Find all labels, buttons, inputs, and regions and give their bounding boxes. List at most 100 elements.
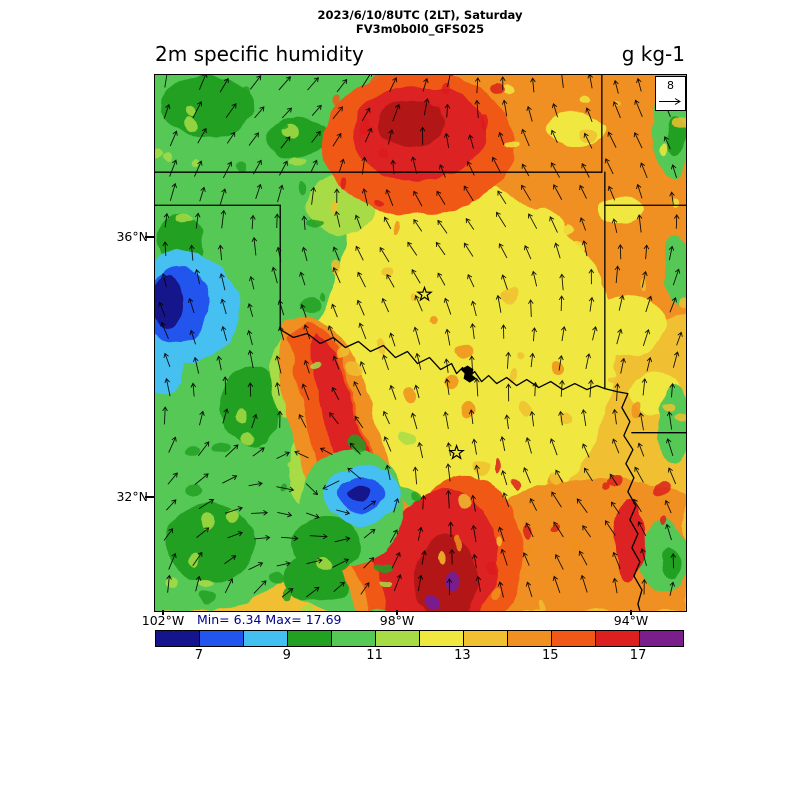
field-speckle: [300, 604, 315, 611]
field-blob: [377, 99, 446, 148]
colorbar: [155, 630, 684, 647]
parameter-title: 2m specific humidity: [155, 42, 364, 66]
field-speckle: [511, 479, 520, 490]
field-speckle: [542, 230, 557, 247]
field-speckle: [579, 93, 590, 102]
field-blob: [417, 533, 478, 611]
colorbar-tick-label: 17: [629, 648, 647, 663]
city-star-marker: [416, 285, 433, 302]
field-speckle: [480, 115, 488, 131]
field-speckle: [637, 277, 645, 293]
field-speckle: [551, 524, 561, 533]
field-speckle: [609, 98, 621, 105]
field-speckle: [155, 148, 165, 158]
field-speckle: [291, 157, 310, 166]
field-speckle: [481, 266, 499, 275]
field-speckle: [376, 338, 385, 354]
field-speckle: [356, 118, 368, 132]
min-max-stats: Min= 6.34 Max= 17.69: [197, 612, 342, 627]
field-speckle: [517, 400, 531, 415]
field-speckle: [659, 141, 668, 158]
field-blob: [267, 117, 328, 158]
field-speckle: [369, 75, 385, 86]
colorbar-segment: [508, 631, 552, 646]
field-blob: [291, 517, 360, 574]
colorbar-tick-label: 7: [194, 648, 204, 663]
map-clip-group: [155, 75, 686, 611]
longitude-label: 98°W: [379, 613, 415, 628]
colorbar-segment: [200, 631, 244, 646]
field-speckle: [380, 150, 391, 160]
city-star-marker: [448, 443, 465, 460]
field-blob: [659, 546, 680, 577]
field-speckle: [335, 347, 351, 361]
field-speckle: [374, 562, 391, 572]
colorbar-segment: [640, 631, 683, 646]
colorbar-segment: [596, 631, 640, 646]
wind-reference-box: 8: [655, 76, 686, 111]
field-speckle: [187, 482, 204, 497]
colorbar-segment: [420, 631, 464, 646]
humidity-field: [155, 75, 686, 611]
colorbar-segment: [552, 631, 596, 646]
field-blob: [597, 195, 642, 224]
field-speckle: [661, 500, 672, 513]
colorbar-tick-label: 9: [282, 648, 291, 663]
colorbar-segment: [464, 631, 508, 646]
field-speckle: [673, 410, 686, 420]
units-label: g kg-1: [621, 42, 685, 66]
field-speckle: [225, 509, 240, 524]
latitude-label: 36°N: [116, 229, 148, 244]
colorbar-segment: [332, 631, 376, 646]
humidity-map-canvas: [155, 75, 686, 611]
field-speckle: [523, 525, 533, 540]
header-model-id: FV3m0b0l0_GFS025: [355, 22, 485, 36]
field-speckle: [329, 201, 338, 214]
field-speckle: [185, 115, 197, 132]
wind-arrow-paths: [158, 75, 683, 598]
field-speckle: [222, 530, 232, 537]
field-speckle: [505, 141, 519, 148]
field-blob: [161, 77, 254, 138]
field-speckle: [185, 446, 201, 456]
field-speckle: [300, 298, 318, 315]
field-speckle: [188, 83, 199, 95]
field-blob: [547, 113, 604, 148]
colorbar-tick-label: 13: [454, 648, 471, 663]
field-speckle: [378, 266, 394, 278]
axis-tick: [630, 610, 632, 615]
field-speckle: [391, 218, 398, 233]
field-speckle: [508, 369, 517, 383]
field-speckle: [488, 83, 505, 94]
state-borders: [155, 75, 686, 611]
field-speckle: [235, 411, 248, 427]
field-blob: [429, 596, 440, 611]
axis-tick: [145, 236, 154, 238]
field-speckle: [189, 553, 201, 569]
field-speckle: [661, 401, 674, 410]
field-speckle: [442, 374, 459, 390]
field-blob: [581, 295, 666, 356]
field-speckle: [505, 291, 512, 298]
colorbar-segment: [288, 631, 332, 646]
colorbar-tick-label: 15: [541, 648, 559, 663]
field-speckle: [298, 182, 306, 194]
wind-reference-value: 8: [667, 79, 674, 92]
field-speckle: [543, 246, 559, 262]
field-speckle: [569, 539, 580, 556]
field-speckle: [313, 558, 332, 572]
field-speckle: [377, 577, 391, 585]
field-speckle: [517, 350, 525, 359]
field-speckle: [199, 593, 214, 606]
field-speckle: [164, 152, 174, 163]
colorbar-tick-label: 11: [366, 648, 383, 663]
field-speckle: [434, 224, 450, 237]
field-speckle: [185, 105, 196, 116]
field-speckle: [455, 535, 463, 551]
star-icon: [448, 443, 465, 460]
field-speckle: [630, 403, 641, 417]
field-speckle: [672, 119, 686, 130]
field-speckle: [272, 123, 289, 130]
field-speckle: [279, 483, 287, 492]
